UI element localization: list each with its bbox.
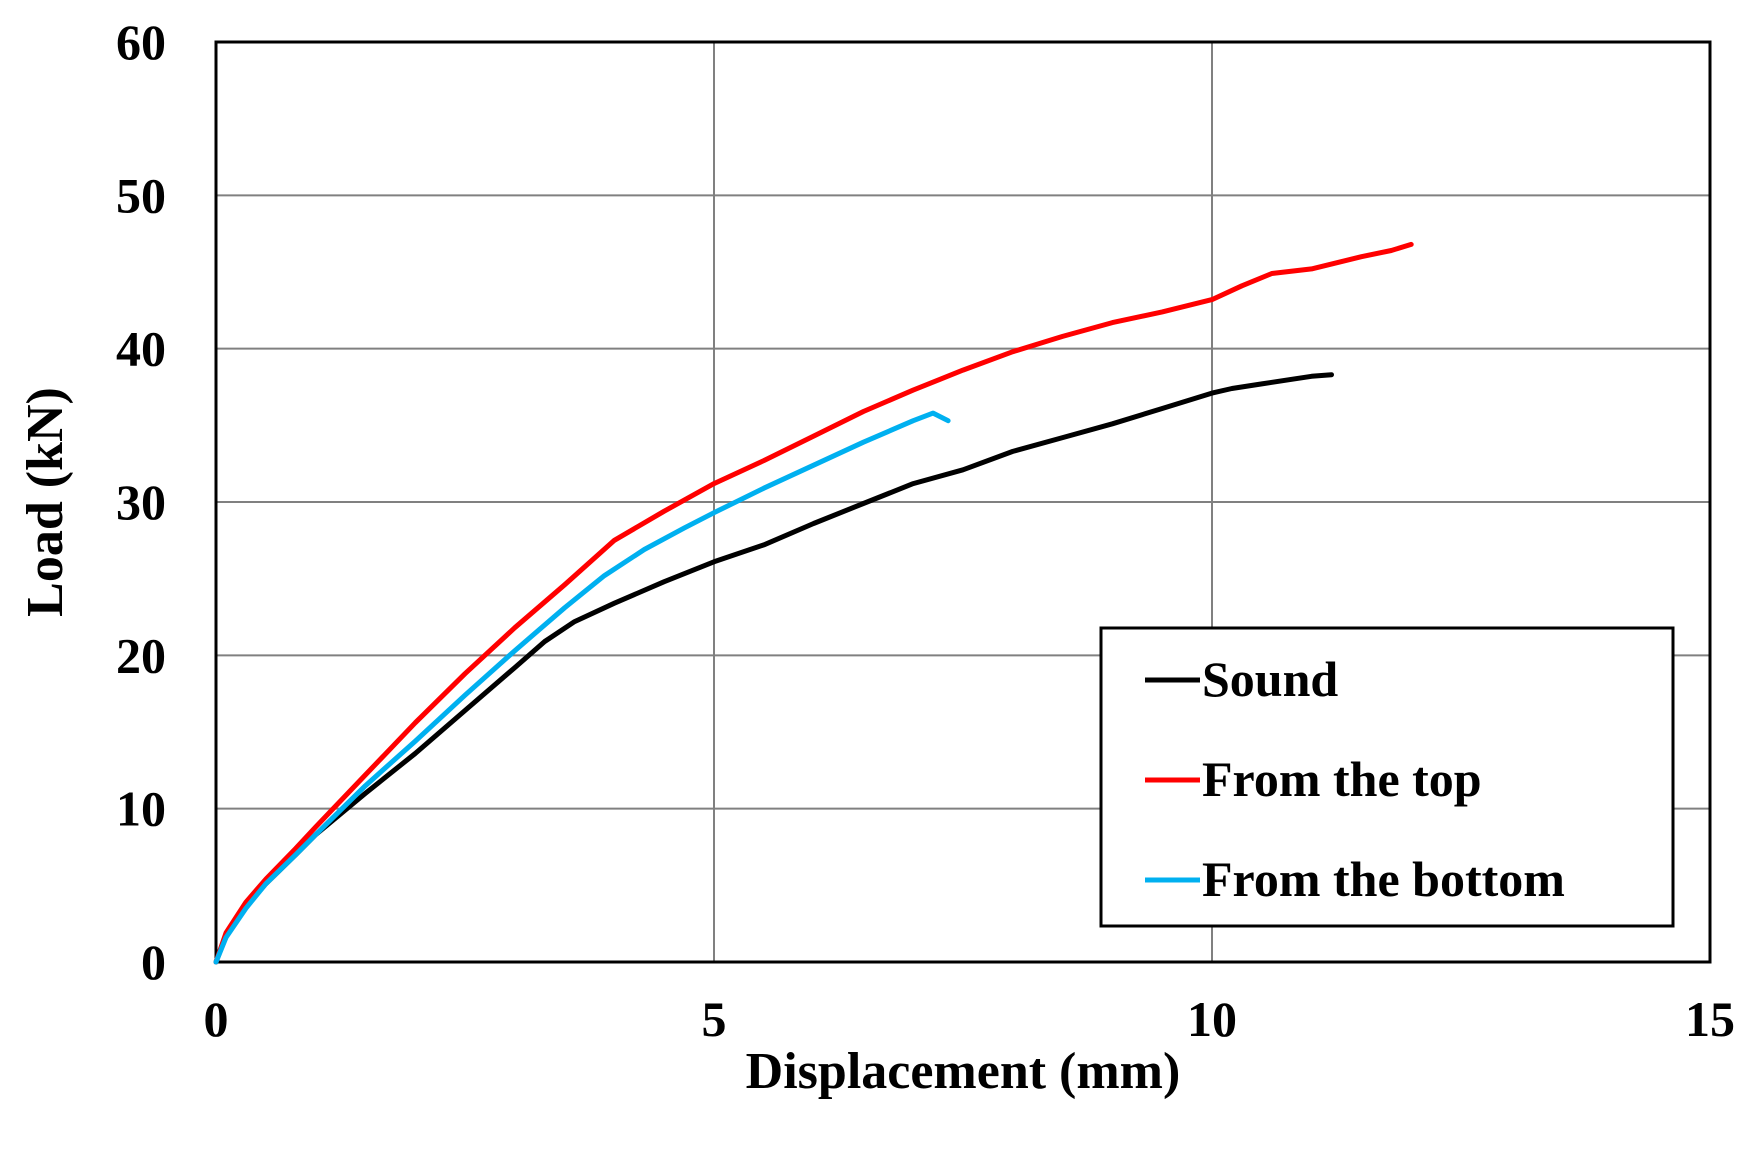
y-tick-label: 20 [116, 627, 166, 683]
y-tick-label: 0 [141, 934, 166, 990]
grid-lines [216, 42, 1710, 962]
x-axis-title: Displacement (mm) [746, 1043, 1181, 1100]
series-line-from-the-top [213, 241, 1414, 965]
y-axis-title: Load (kN) [17, 387, 74, 617]
series-line-from-the-bottom [213, 410, 951, 965]
y-tick-label: 60 [116, 14, 166, 70]
series-layer [213, 241, 1414, 965]
x-axis-tick-labels: 0 5 10 15 [204, 991, 1736, 1047]
plot-area-frame [214, 40, 1712, 964]
y-tick-label: 30 [116, 474, 166, 530]
x-tick-label: 15 [1685, 991, 1735, 1047]
y-tick-label: 10 [116, 781, 166, 837]
x-tick-label: 10 [1187, 991, 1237, 1047]
y-tick-label: 50 [116, 167, 166, 223]
y-tick-label: 40 [116, 321, 166, 377]
legend-label: From the top [1202, 751, 1482, 807]
legend-label: Sound [1202, 651, 1338, 707]
x-tick-label: 0 [204, 991, 229, 1047]
x-tick-label: 5 [702, 991, 727, 1047]
legend: Sound From the top From the bottom [1099, 626, 1675, 928]
legend-label: From the bottom [1202, 851, 1565, 907]
y-axis-tick-labels: 0 10 20 30 40 50 60 [116, 14, 166, 990]
